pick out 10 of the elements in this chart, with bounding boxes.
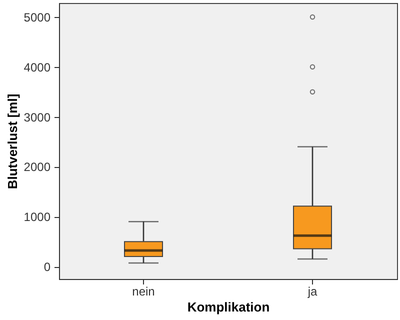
y-tick-label: 4000 <box>24 60 51 74</box>
x-axis-title: Komplikation <box>187 300 270 314</box>
y-tick-label: 5000 <box>24 10 51 24</box>
y-tick-label: 2000 <box>24 160 51 174</box>
y-tick-label: 0 <box>44 260 51 274</box>
y-tick-label: 3000 <box>24 110 51 124</box>
x-tick-label: ja <box>306 284 318 298</box>
y-axis-title: Blutverlust [ml] <box>4 94 20 190</box>
y-tick-label: 1000 <box>24 210 51 224</box>
x-tick-label: nein <box>132 284 155 298</box>
